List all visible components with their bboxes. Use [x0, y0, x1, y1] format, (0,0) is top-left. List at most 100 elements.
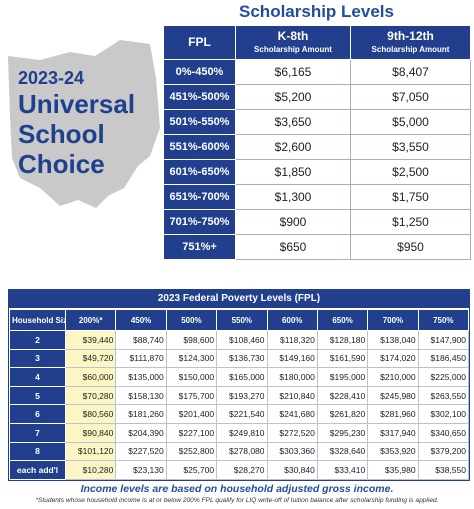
income-cell: $88,740 [115, 330, 167, 350]
income-cell: $90,840 [64, 422, 117, 443]
table-row: 8 $101,120 $227,520 $252,800 $278,080 $303,36… [9, 441, 470, 462]
income-cell: $147,900 [417, 330, 470, 350]
income-cell: $150,000 [165, 367, 218, 387]
income-cell: $228,410 [316, 385, 369, 406]
table-row: 6 $80,560 $181,260 $201,400 $221,540 $241,680… [9, 404, 470, 424]
income-cell: $124,300 [165, 348, 218, 369]
fpl-cell: 701%-750% [163, 209, 236, 235]
fpl-cell: 501%-550% [163, 109, 236, 135]
table-row: 551%-600% $2,600 $3,550 [163, 134, 471, 160]
amount-cell: $5,000 [350, 109, 471, 135]
income-cell: $263,550 [417, 385, 470, 406]
header-cell: 9th-12th Scholarship Amount [350, 25, 471, 60]
income-cell: $35,980 [367, 460, 419, 480]
fpl-box: 2023 Federal Poverty Levels (FPL) Househ… [8, 289, 470, 481]
header-cell: FPL [163, 25, 236, 60]
income-cell: $278,080 [216, 441, 268, 462]
income-cell: $227,100 [165, 422, 218, 443]
amount-cell: $8,407 [350, 59, 471, 85]
income-cell: $221,540 [216, 404, 268, 424]
table-row: 751%+ $650 $950 [163, 234, 471, 260]
income-cell: $80,560 [64, 404, 117, 424]
amount-cell: $5,200 [235, 84, 351, 110]
income-cell: $252,800 [165, 441, 218, 462]
promo: 2023-24 Universal School Choice [18, 68, 135, 179]
income-cell: $204,390 [115, 422, 167, 443]
income-cell: $30,840 [266, 460, 318, 480]
header-cell: 450% [115, 309, 167, 331]
scholarship-table: FPL K-8th Scholarship Amount 9th-12th Schola… [163, 25, 471, 260]
table-row: 451%-500% $5,200 $7,050 [163, 84, 471, 110]
income-cell: $149,160 [266, 348, 318, 369]
income-cell: $180,000 [266, 367, 318, 387]
income-cell: $25,700 [165, 460, 218, 480]
income-cell: $379,200 [417, 441, 470, 462]
fpl-cell: 651%-700% [163, 184, 236, 210]
size-cell: 3 [9, 348, 66, 369]
table-row: 3 $49,720 $111,870 $124,300 $136,730 $149,160… [9, 348, 470, 369]
income-cell: $158,130 [115, 385, 167, 406]
income-cell: $340,650 [417, 422, 470, 443]
income-cell: $353,920 [367, 441, 419, 462]
header-sub: Scholarship Amount [254, 44, 332, 54]
table-row: 701%-750% $900 $1,250 [163, 209, 471, 235]
amount-cell: $950 [350, 234, 471, 260]
income-cell: $49,720 [64, 348, 117, 369]
income-cell: $98,600 [165, 330, 218, 350]
income-cell: $135,000 [115, 367, 167, 387]
fpl-cell: 601%-650% [163, 159, 236, 185]
header-cell: 200%* [64, 309, 117, 331]
header-row: Household Size200%*450%500%550%600%650%7… [9, 309, 470, 331]
table-row: 501%-550% $3,650 $5,000 [163, 109, 471, 135]
income-cell: $210,000 [367, 367, 419, 387]
fpl-cell: 451%-500% [163, 84, 236, 110]
amount-cell: $2,600 [235, 134, 351, 160]
income-cell: $245,980 [367, 385, 419, 406]
fpl-cell: 551%-600% [163, 134, 236, 160]
header-cell: 550% [216, 309, 268, 331]
income-cell: $210,840 [266, 385, 318, 406]
income-cell: $317,940 [367, 422, 419, 443]
promo-line: Universal [18, 89, 136, 119]
size-cell: 4 [9, 367, 66, 387]
header-main: FPL [188, 35, 211, 49]
income-cell: $136,730 [216, 348, 268, 369]
fpl-title: 2023 Federal Poverty Levels (FPL) [9, 290, 469, 309]
income-cell: $303,360 [266, 441, 318, 462]
table-row: 651%-700% $1,300 $1,750 [163, 184, 471, 210]
income-cell: $328,640 [316, 441, 369, 462]
header-main: K-8th [277, 28, 309, 43]
header-cell: 600% [266, 309, 318, 331]
amount-cell: $2,500 [350, 159, 471, 185]
income-cell: $181,260 [115, 404, 167, 424]
income-cell: $195,000 [316, 367, 369, 387]
size-cell: 2 [9, 330, 66, 350]
table-row: 7 $90,840 $204,390 $227,100 $249,810 $272,520… [9, 422, 470, 443]
size-cell: 5 [9, 385, 66, 406]
income-cell: $201,400 [165, 404, 218, 424]
income-cell: $227,520 [115, 441, 167, 462]
income-cell: $39,440 [64, 330, 117, 350]
header-cell: 650% [316, 309, 369, 331]
income-cell: $128,180 [316, 330, 369, 350]
size-cell: 8 [9, 441, 66, 462]
footnote: *Students whose household income is at o… [35, 497, 439, 504]
income-cell: $281,960 [367, 404, 419, 424]
promo-line: Choice [18, 149, 105, 179]
income-cell: $249,810 [216, 422, 268, 443]
size-cell: 6 [9, 404, 66, 424]
income-cell: $295,230 [316, 422, 369, 443]
size-cell: 7 [9, 422, 66, 443]
fpl-table: Household Size200%*450%500%550%600%650%7… [9, 309, 470, 480]
income-cell: $38,550 [417, 460, 470, 480]
header-cell: 750% [417, 309, 470, 331]
income-cell: $108,460 [216, 330, 268, 350]
income-cell: $175,700 [165, 385, 218, 406]
income-cell: $261,820 [316, 404, 369, 424]
income-cell: $23,130 [115, 460, 167, 480]
amount-cell: $7,050 [350, 84, 471, 110]
size-cell: each add'l [9, 460, 66, 480]
income-cell: $302,100 [417, 404, 470, 424]
income-cell: $193,270 [216, 385, 268, 406]
